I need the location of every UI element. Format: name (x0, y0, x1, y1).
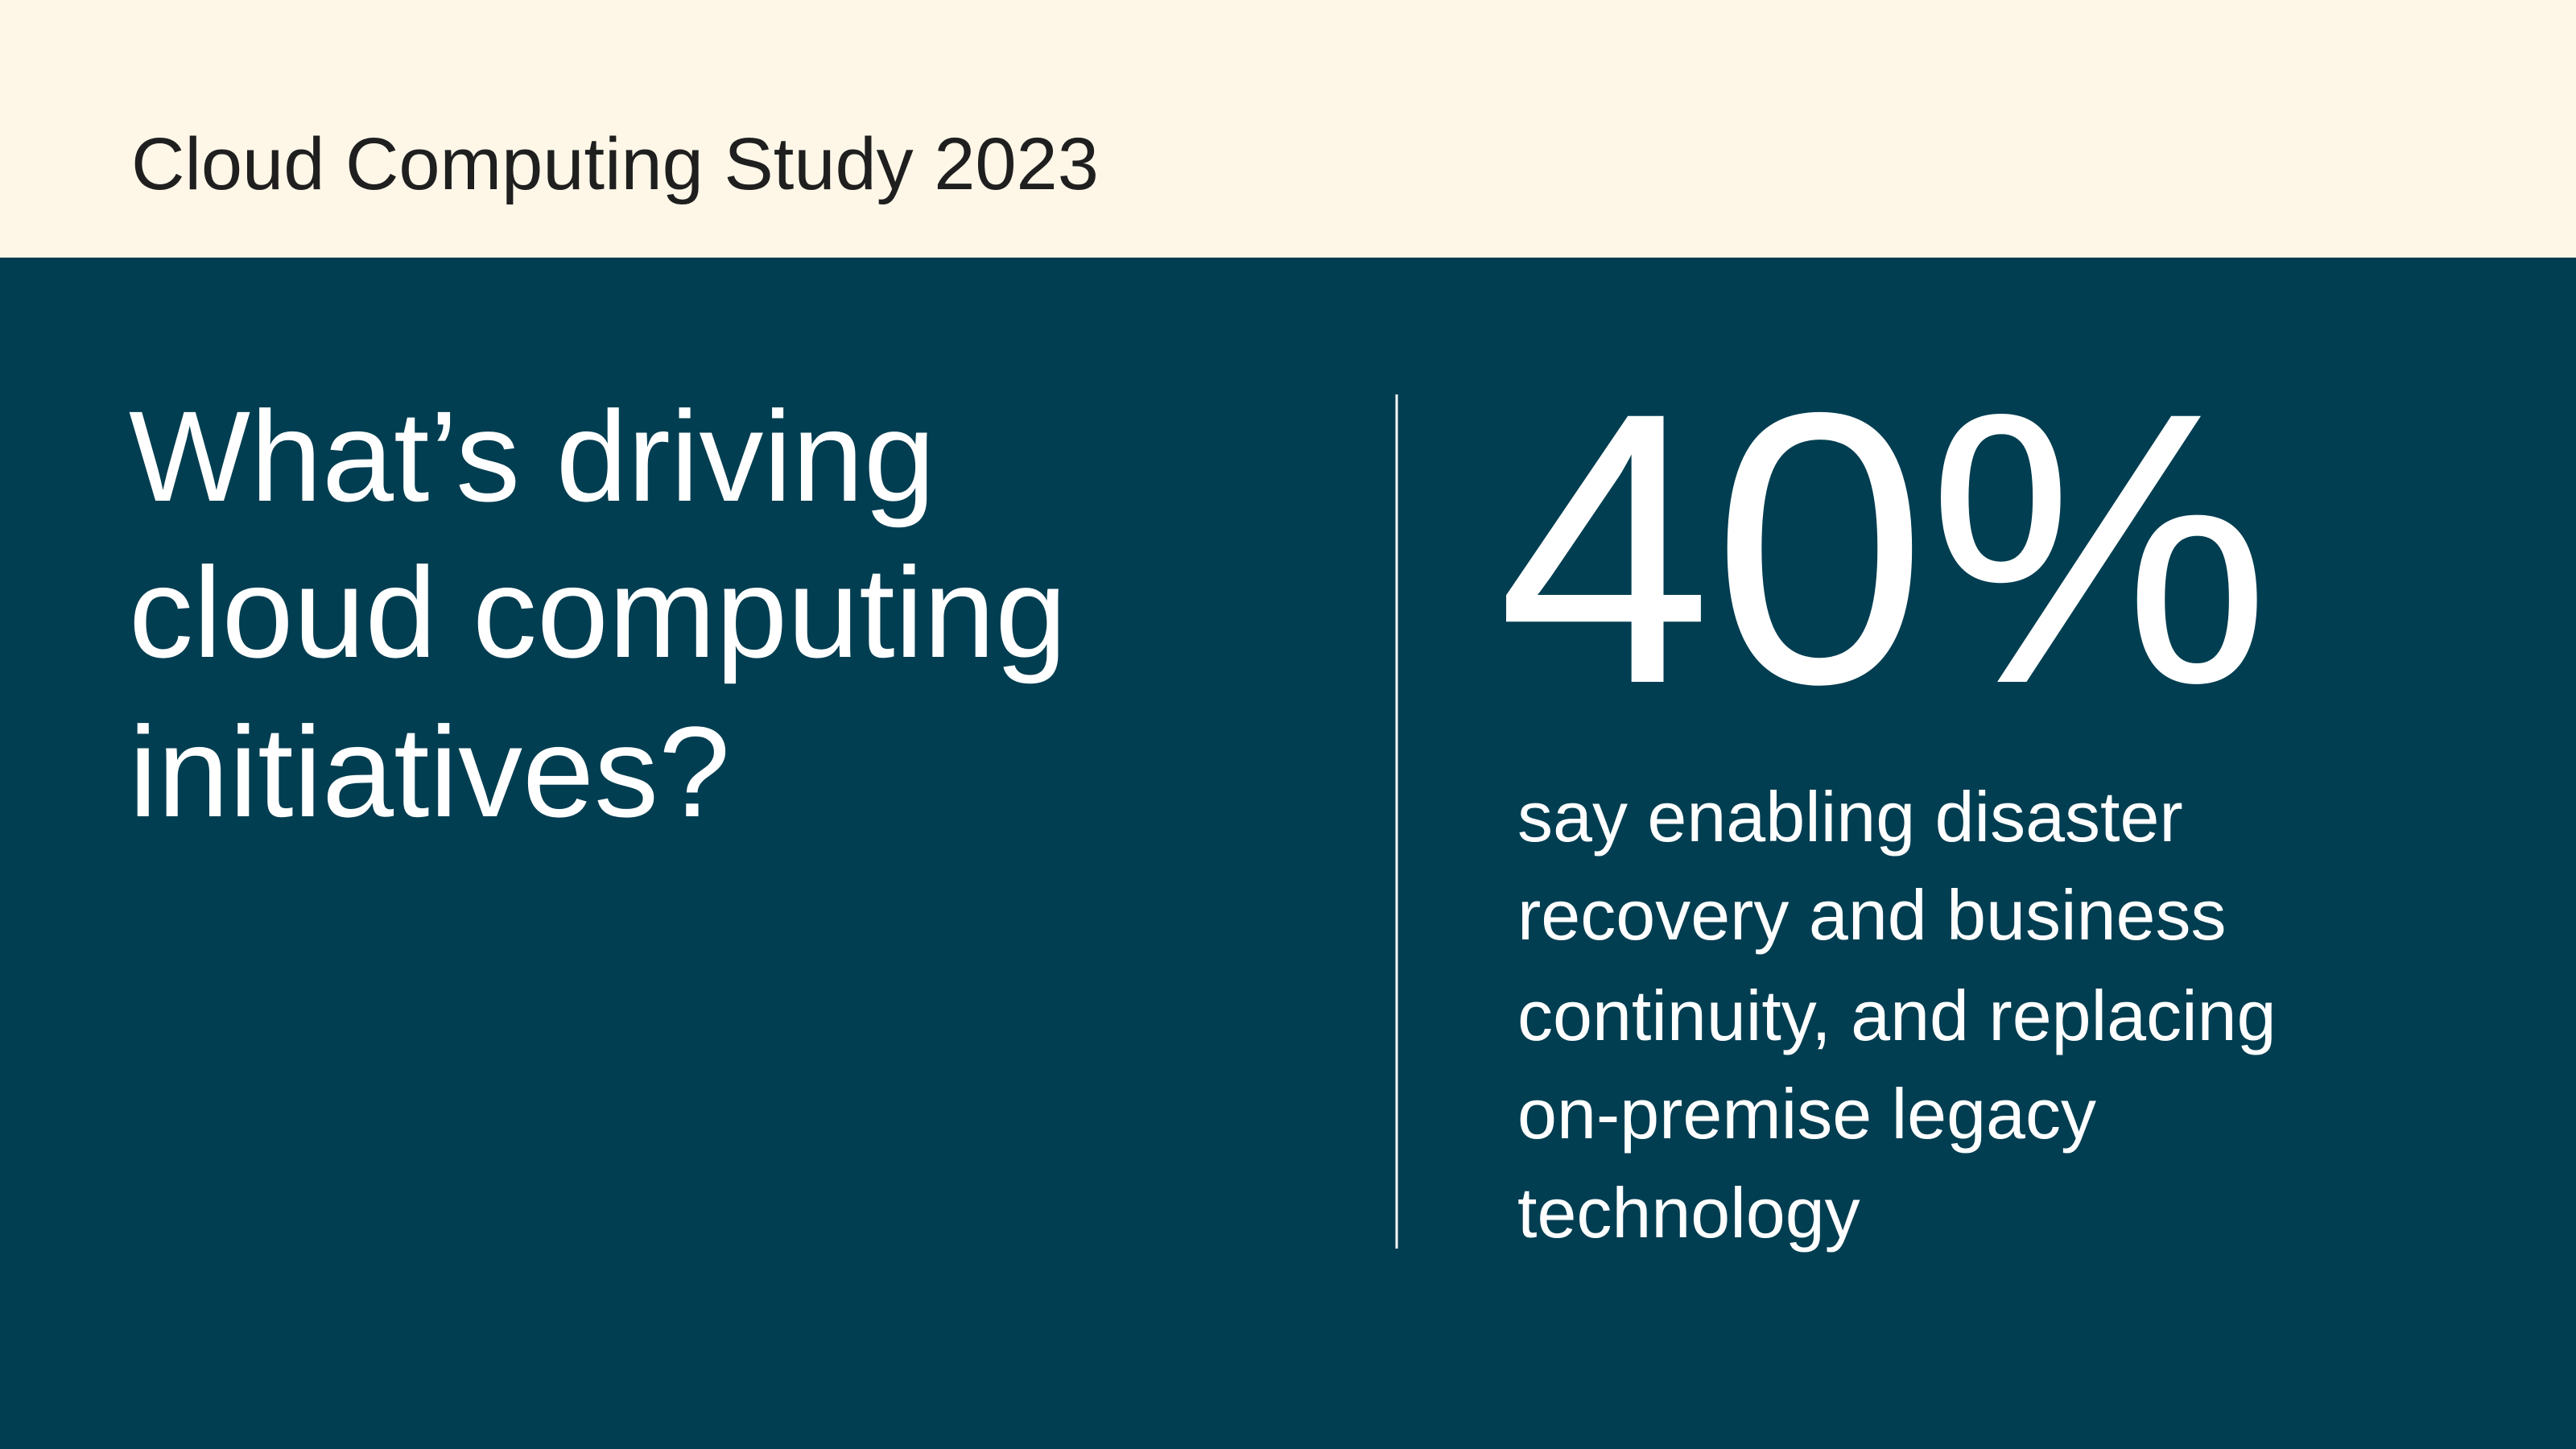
description-line: recovery and business (1517, 875, 2226, 955)
content-band (0, 258, 2576, 1449)
description-line: technology (1517, 1173, 1860, 1253)
question-line: initiatives? (129, 700, 730, 844)
description-line: on-premise legacy (1517, 1074, 2096, 1154)
question-line: cloud computing (129, 540, 1067, 684)
header-band (0, 0, 2576, 258)
question: What’s driving cloud computing initiativ… (129, 384, 1067, 844)
description-line: say enabling disaster (1517, 777, 2183, 857)
question-line: What’s driving (129, 384, 935, 528)
stat-value: 40% (1497, 332, 2271, 764)
stat-description: say enabling disaster recovery and busin… (1517, 777, 2277, 1253)
header-title: Cloud Computing Study 2023 (131, 123, 1099, 205)
description-line: continuity, and replacing (1517, 976, 2277, 1055)
